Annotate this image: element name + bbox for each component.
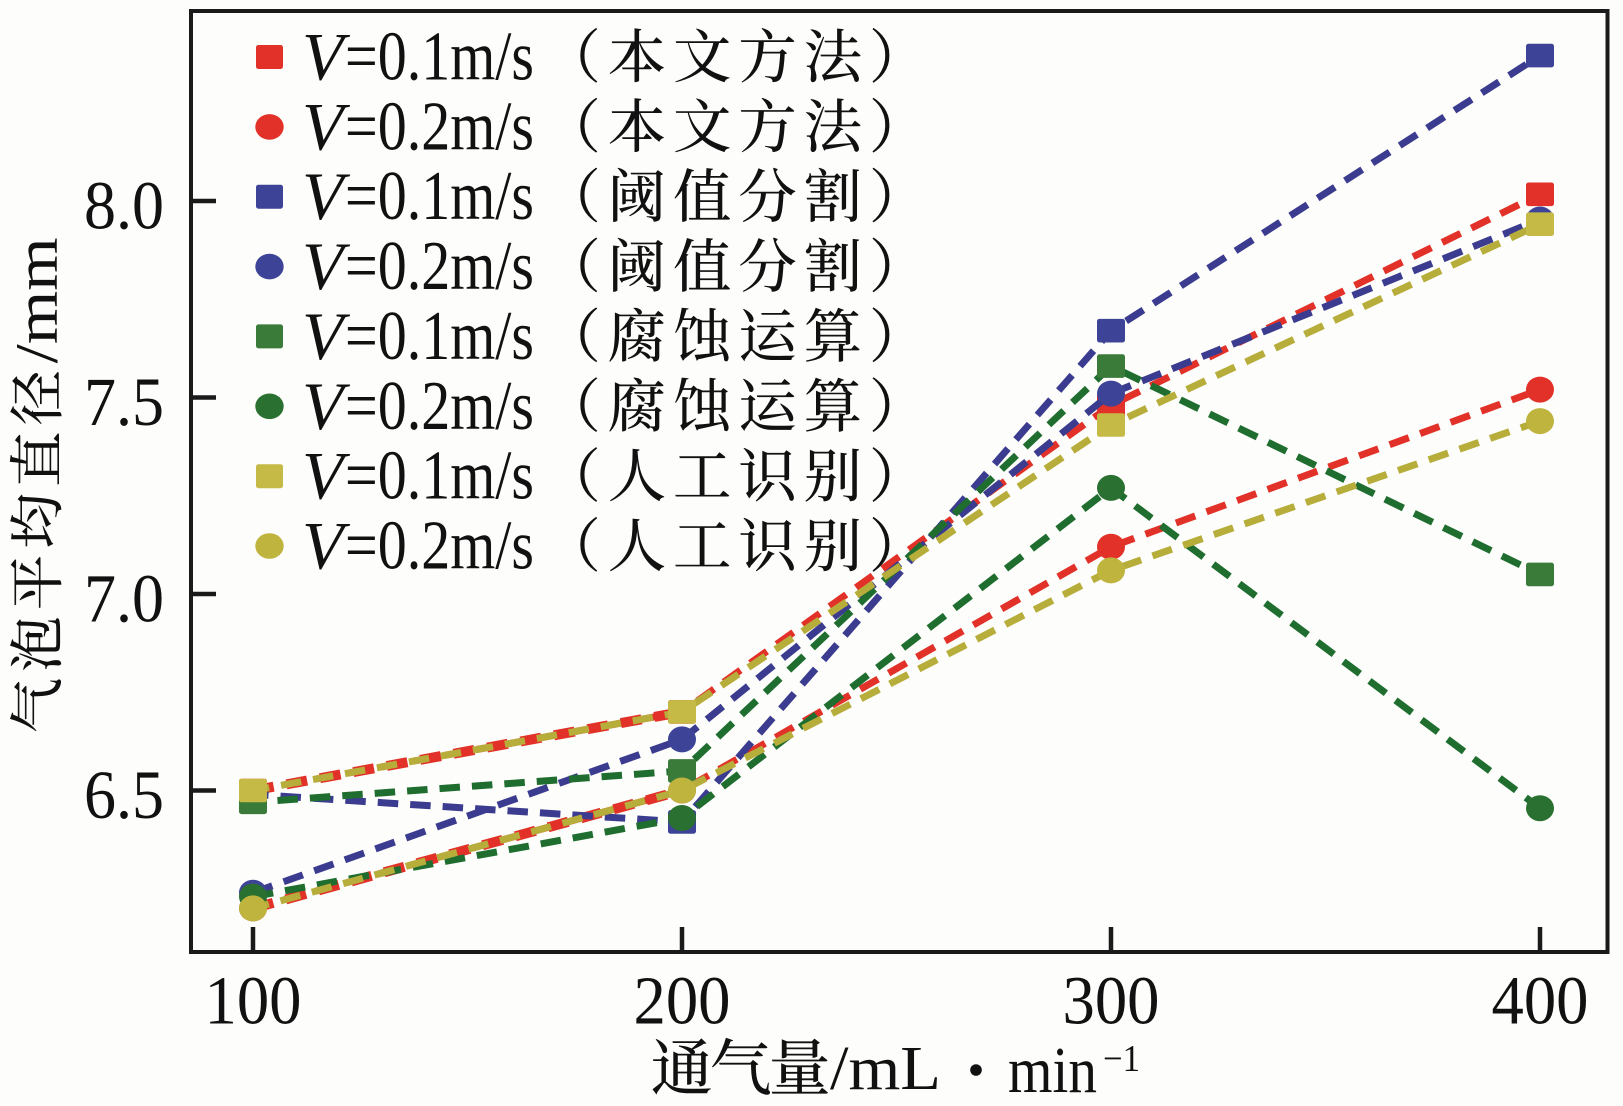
svg-text:7.0: 7.0 bbox=[84, 561, 164, 637]
svg-text:=0.2m/s: =0.2m/s bbox=[345, 368, 534, 445]
svg-text:100: 100 bbox=[205, 963, 302, 1039]
svg-text:V: V bbox=[302, 368, 351, 444]
svg-text:=0.2m/s: =0.2m/s bbox=[345, 228, 534, 305]
svg-text:300: 300 bbox=[1063, 963, 1160, 1039]
svg-text:=0.1m/s: =0.1m/s bbox=[345, 19, 534, 96]
svg-text:=0.1m/s: =0.1m/s bbox=[345, 158, 534, 235]
svg-text:=0.1m/s: =0.1m/s bbox=[345, 438, 534, 515]
svg-text:/mm: /mm bbox=[4, 237, 70, 363]
svg-text:V: V bbox=[302, 19, 351, 95]
svg-text:V: V bbox=[302, 88, 351, 164]
svg-text:V: V bbox=[302, 298, 351, 374]
svg-text:/mL: /mL bbox=[830, 1035, 941, 1103]
svg-text:V: V bbox=[302, 228, 351, 304]
svg-text:=0.2m/s: =0.2m/s bbox=[345, 508, 534, 585]
svg-text:=0.1m/s: =0.1m/s bbox=[345, 298, 534, 375]
svg-text:−1: −1 bbox=[1103, 1038, 1140, 1080]
svg-text:min: min bbox=[1008, 1034, 1097, 1106]
svg-text:8.0: 8.0 bbox=[84, 168, 164, 244]
svg-text:6.5: 6.5 bbox=[84, 757, 164, 833]
svg-text:400: 400 bbox=[1492, 963, 1589, 1039]
svg-text:=0.2m/s: =0.2m/s bbox=[345, 88, 534, 165]
svg-text:V: V bbox=[302, 508, 351, 584]
svg-text:V: V bbox=[302, 438, 351, 514]
svg-text:7.5: 7.5 bbox=[84, 364, 164, 440]
svg-text:V: V bbox=[302, 158, 351, 234]
svg-text:200: 200 bbox=[634, 963, 731, 1039]
